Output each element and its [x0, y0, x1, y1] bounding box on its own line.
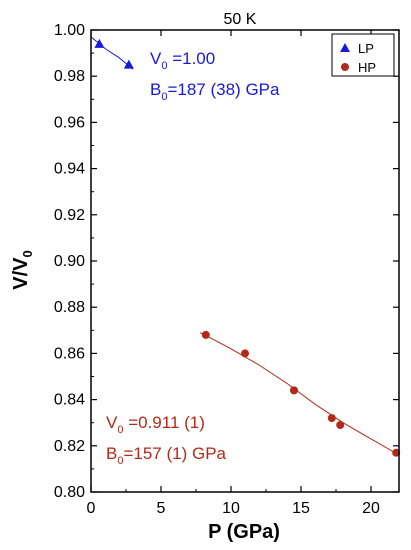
axes: 0 5 10 15 20 0.80 0.82 0.84 0.86 0.88 0.90 0.92 0.94…	[54, 22, 400, 517]
legend: LP HP	[331, 33, 395, 77]
x-tick-label: 15	[292, 500, 310, 517]
data-point-hp	[336, 421, 345, 430]
data-point-hp	[201, 330, 210, 339]
x-tick-label: 10	[222, 500, 240, 517]
y-tick-label: 1.00	[54, 22, 85, 39]
y-axis-title-sub: 0	[20, 250, 35, 257]
y-tick-label: 0.82	[54, 438, 85, 455]
x-tick-label: 20	[362, 500, 380, 517]
data-point-hp	[327, 414, 336, 423]
data-point-lp	[123, 59, 134, 69]
x-tick-label: 0	[87, 500, 96, 517]
fit-curves	[90, 36, 400, 456]
fit-annotations: V0 =1.00 B0=187 (38) GPa V0 =0.911 (1) B0=1…	[106, 49, 280, 467]
y-tick-label: 0.92	[54, 207, 85, 224]
y-axis-title-main: V/V	[10, 257, 32, 290]
y-tick-label: 0.84	[54, 392, 85, 409]
x-tick-label: 5	[157, 500, 166, 517]
legend-label-hp: HP	[358, 60, 376, 75]
fit-annotation-line: B0=187 (38) GPa	[150, 80, 280, 103]
y-tick-label: 0.98	[54, 68, 85, 85]
legend-label-lp: LP	[358, 41, 374, 56]
data-point-hp	[241, 349, 249, 358]
data-point-hp	[392, 448, 401, 457]
y-axis-title: V/V0	[10, 250, 35, 289]
svg-text:V/V0: V/V0	[10, 250, 35, 289]
data-point-hp	[290, 386, 298, 395]
fit-annotation-line: B0=157 (1) GPa	[106, 444, 227, 467]
data-markers	[94, 38, 401, 457]
y-tick-label: 0.80	[54, 484, 85, 501]
fit-annotation-line: V0 =1.00	[150, 49, 215, 72]
y-tick-label: 0.86	[54, 345, 85, 362]
y-tick-label: 0.88	[54, 299, 85, 316]
y-tick-label: 0.96	[54, 114, 85, 131]
data-point-lp	[94, 38, 105, 48]
y-tick-label: 0.94	[54, 161, 85, 178]
legend-marker-hp	[341, 63, 349, 71]
x-axis-title: P (GPa)	[208, 521, 280, 543]
fit-annotation-line: V0 =0.911 (1)	[106, 413, 205, 436]
y-tick-label: 0.90	[54, 253, 85, 270]
legend-marker-lp	[340, 43, 350, 52]
chart-title: 50 K	[224, 11, 257, 28]
fit-line-hp	[199, 332, 400, 456]
